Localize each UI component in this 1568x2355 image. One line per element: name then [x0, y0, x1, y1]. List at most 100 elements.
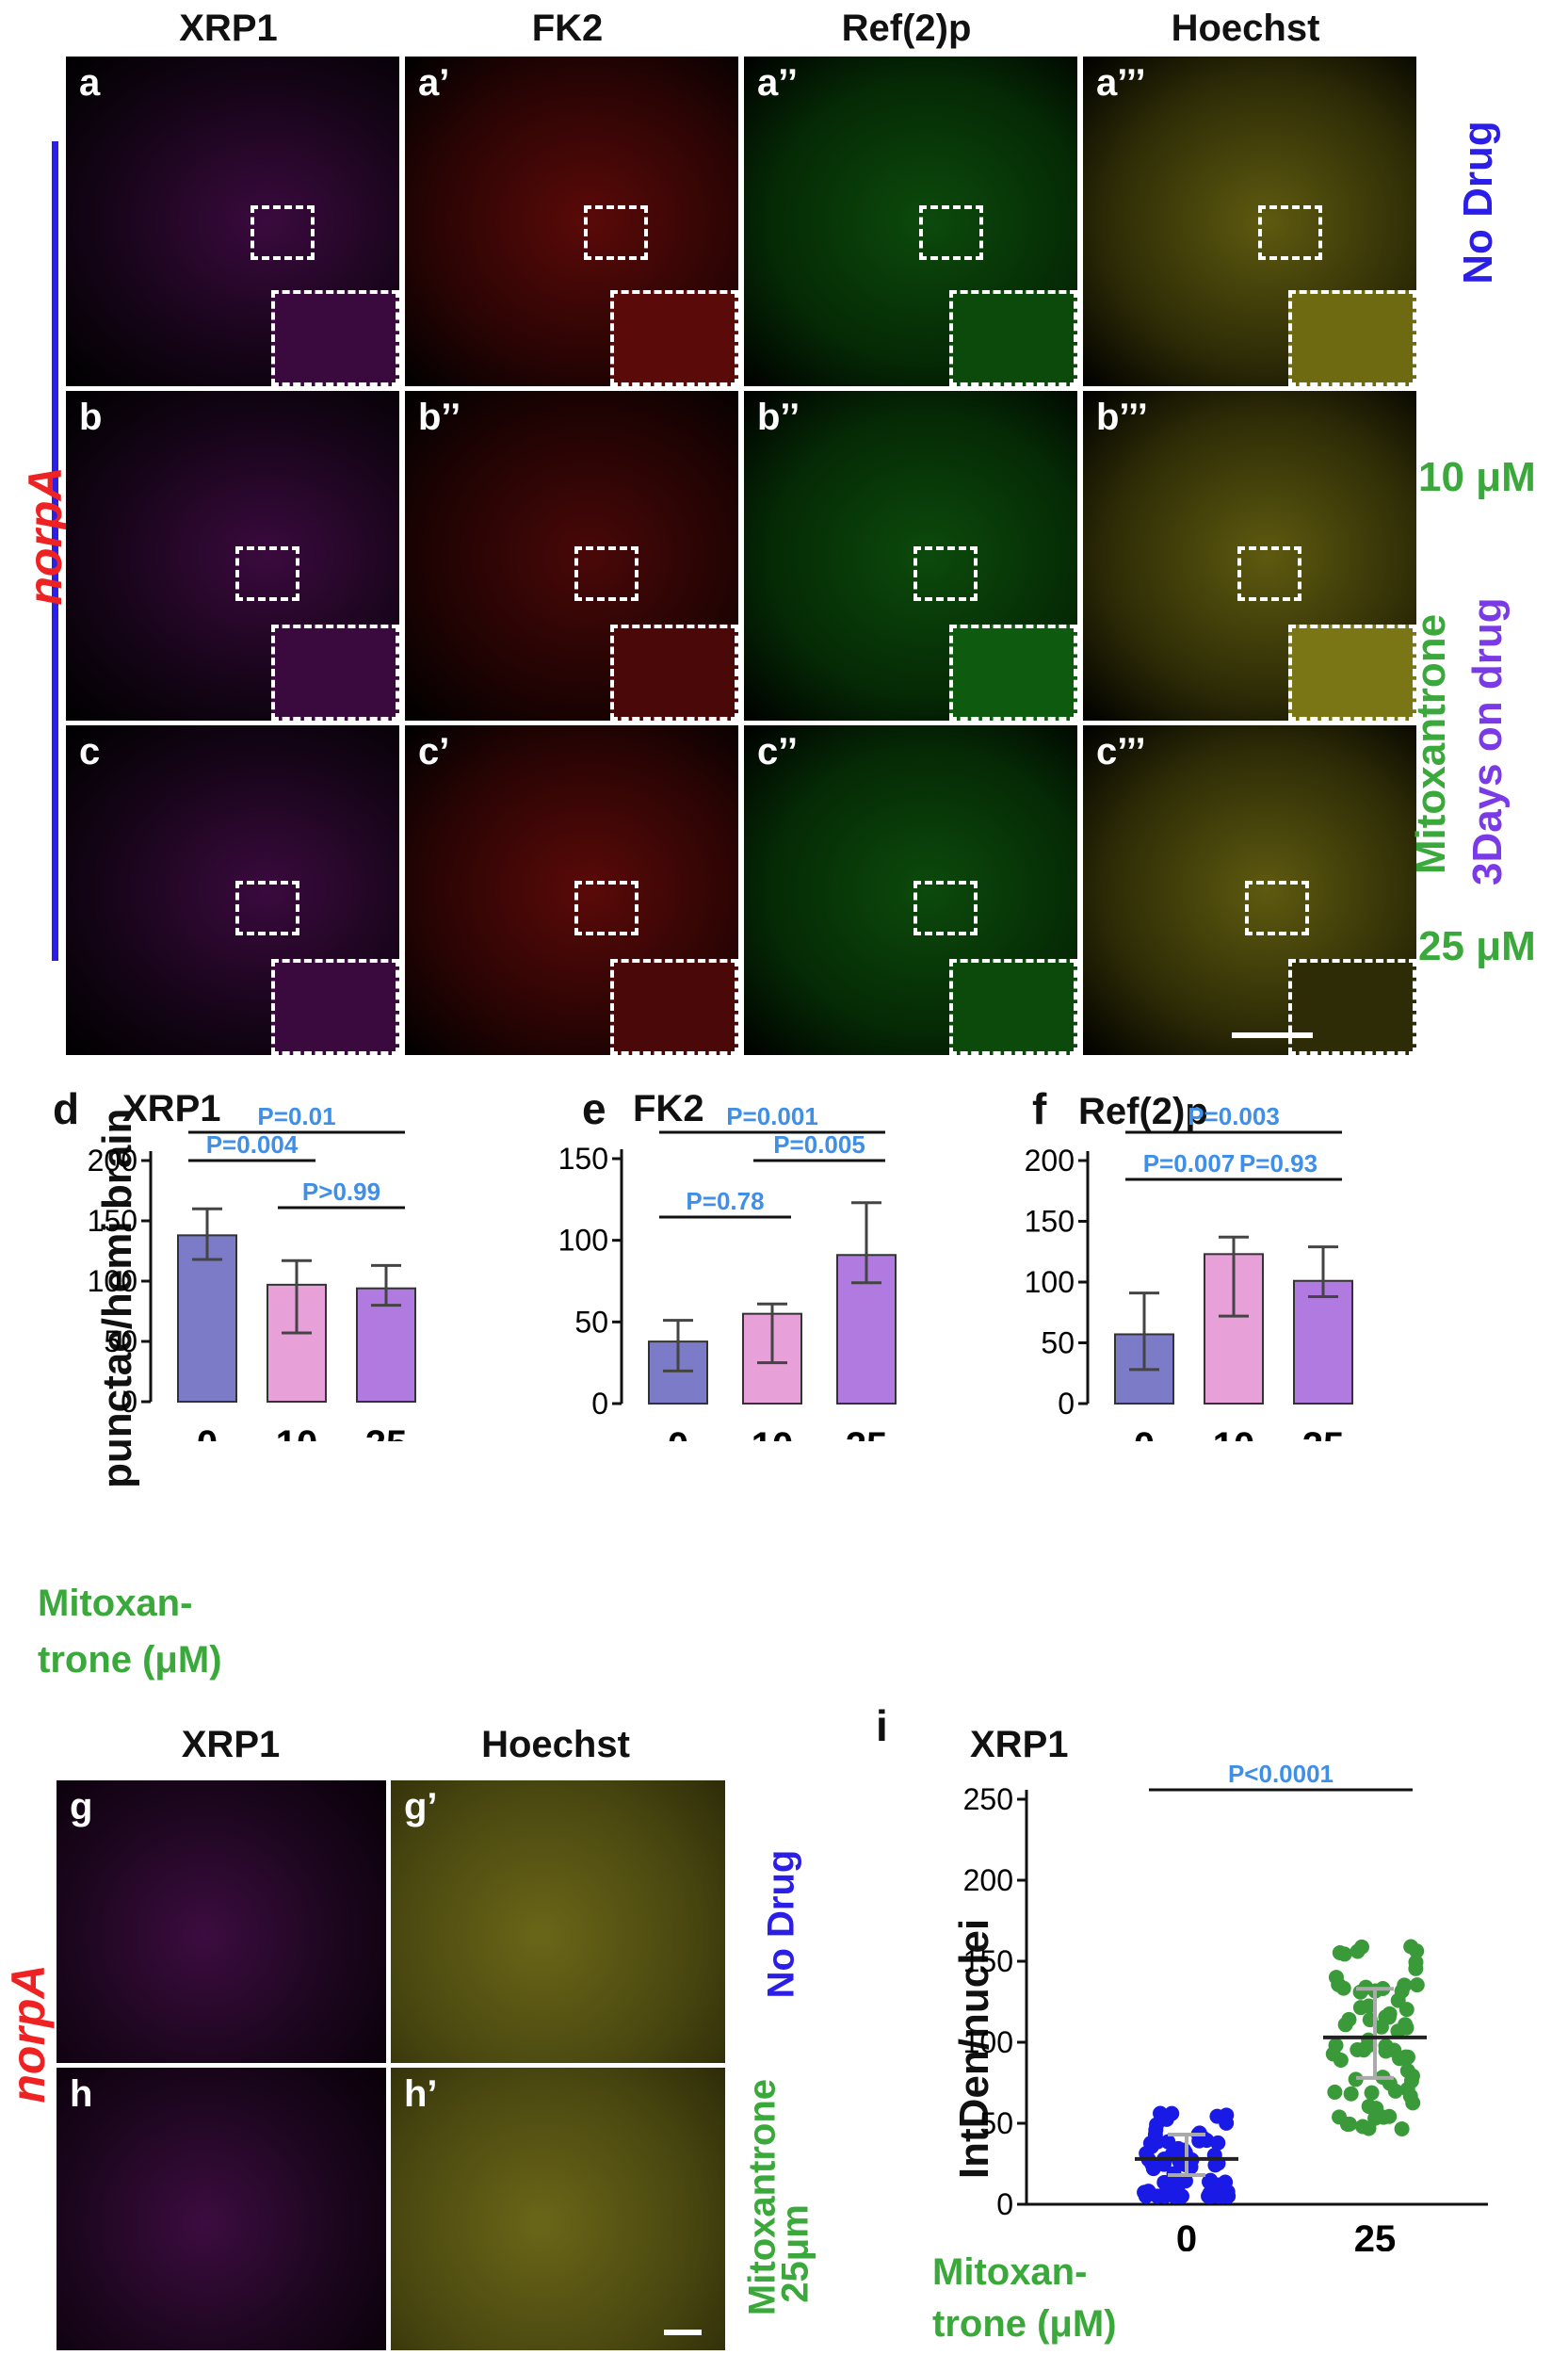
panel-label: c [79, 731, 101, 772]
p-value-label: P=0.005 [773, 1130, 865, 1159]
panel-label: a’’ [757, 62, 798, 104]
panel-label: a’’’ [1096, 62, 1146, 104]
bottom-col-header-hoechst: Hoechst [481, 1724, 630, 1765]
label-no-drug: No Drug [1455, 121, 1501, 284]
roi-box [584, 205, 648, 260]
panel-letter-d: d [53, 1084, 80, 1133]
p-value-label: P=0.004 [206, 1130, 299, 1159]
data-point [1394, 2120, 1410, 2136]
y-tick-label: 100 [963, 2025, 1013, 2059]
panel-b-ref2p: b’’ [744, 391, 1077, 721]
panel-b-hoechst: b’’’ [1083, 391, 1416, 721]
y-tick-label: 0 [996, 2187, 1013, 2221]
bar [1204, 1253, 1264, 1405]
data-point [1361, 2099, 1377, 2115]
data-point [1409, 1943, 1425, 1959]
x-tick-label: 0 [1176, 2218, 1197, 2251]
panel-letter-i: i [876, 1701, 888, 1750]
y-tick-label: 150 [558, 1142, 608, 1176]
x-tick-label: 25 [1302, 1425, 1345, 1441]
zoom-inset [949, 959, 1077, 1055]
zoom-inset [610, 625, 738, 721]
genotype-label-bottom: norpA [2, 1964, 55, 2103]
data-point [1143, 2138, 1159, 2154]
p-value-label: P=0.001 [726, 1102, 818, 1130]
p-value-label: P=0.007 [1143, 1149, 1236, 1178]
zoom-inset [1288, 625, 1416, 721]
panel-b-fk2: b’’ [405, 391, 738, 721]
panel-label: g’ [404, 1786, 438, 1827]
data-point [1381, 2009, 1397, 2025]
panel-a-fk2: a’ [405, 57, 738, 386]
bar [356, 1287, 416, 1403]
data-point [1337, 2017, 1353, 2033]
roi-box [235, 881, 299, 935]
chart-d-title: XRP1 [122, 1088, 221, 1129]
panel-label: b’’ [757, 397, 800, 438]
p-value-label: P=0.003 [1188, 1102, 1280, 1130]
data-point [1355, 2119, 1371, 2135]
x-tick-label: 10 [276, 1423, 318, 1441]
data-point [1333, 2052, 1349, 2068]
y-tick-label: 50 [979, 2106, 1013, 2140]
data-point [1348, 2071, 1364, 2087]
bottom-label-dose: 25μm [774, 2204, 816, 2303]
data-point [1399, 2049, 1415, 2065]
scatter-xaxis-line1: Mitoxan- [932, 2251, 1088, 2293]
y-tick-label: 50 [574, 1305, 608, 1339]
y-tick-label: 200 [88, 1144, 137, 1178]
x-tick-label: 10 [1213, 1425, 1255, 1441]
data-point [1161, 2178, 1177, 2194]
x-tick-label: 10 [752, 1425, 794, 1441]
label-dose-10: 10 μM [1418, 454, 1536, 500]
y-tick-label: 150 [1025, 1205, 1075, 1239]
y-tick-label: 50 [104, 1324, 137, 1358]
col-header-ref2p: Ref(2)p [841, 8, 972, 49]
x-tick-label: 25 [1354, 2218, 1397, 2251]
data-point [1352, 2000, 1368, 2016]
roi-box [574, 546, 639, 601]
col-header-fk2: FK2 [531, 8, 604, 49]
bar [1293, 1279, 1353, 1405]
data-point [1364, 2085, 1380, 2101]
panel-label: b’’ [418, 397, 461, 438]
panel-h-xrp1: h [57, 2068, 386, 2350]
data-point [1350, 1943, 1366, 1959]
zoom-inset [949, 625, 1077, 721]
scale-bar [1232, 1032, 1313, 1038]
x-tick-label: 0 [197, 1423, 218, 1441]
xaxis-label-line1: Mitoxan- [38, 1583, 193, 1624]
zoom-inset [271, 290, 399, 386]
data-point [1356, 2042, 1372, 2058]
col-header-xrp1: XRP1 [179, 8, 278, 49]
data-point [1402, 2088, 1418, 2104]
data-point [1398, 2002, 1414, 2018]
y-tick-label: 150 [88, 1204, 137, 1238]
data-point [1220, 2188, 1237, 2204]
y-tick-label: 100 [558, 1224, 608, 1258]
data-point [1148, 2122, 1164, 2138]
panel-label: c’’ [757, 731, 798, 772]
roi-box [913, 881, 978, 935]
data-point [1409, 1977, 1425, 1993]
data-point [1394, 1983, 1410, 1999]
label-dose-25: 25 μM [1418, 923, 1536, 969]
zoom-inset [1288, 290, 1416, 386]
y-tick-label: 0 [591, 1387, 608, 1421]
panel-a-hoechst: a’’’ [1083, 57, 1416, 386]
data-point [1378, 2043, 1394, 2059]
panel-a-xrp1: a [66, 57, 399, 386]
panel-label: c’ [418, 731, 450, 772]
zoom-inset [1288, 959, 1416, 1055]
bottom-col-header-xrp1: XRP1 [181, 1724, 281, 1765]
data-point [1382, 2108, 1398, 2124]
panel-h-hoechst: h’ [391, 2068, 725, 2350]
data-point [1343, 2086, 1359, 2102]
roi-box [574, 881, 639, 935]
zoom-inset [610, 290, 738, 386]
scatter-chart-svg: 0 50 100 150 200 250 0 25 P<0.0001 [963, 1762, 1488, 2251]
roi-box [913, 546, 978, 601]
data-point [1399, 2063, 1415, 2079]
